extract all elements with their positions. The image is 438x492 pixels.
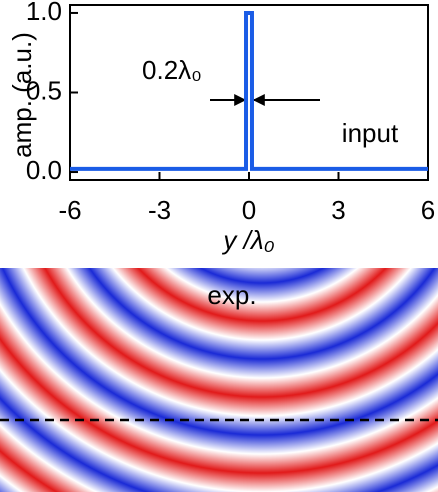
x-tick-label: 6 <box>421 195 435 225</box>
field-label: exp. <box>207 280 256 310</box>
field-panel: exp. <box>0 268 438 492</box>
field-image <box>0 268 438 492</box>
annotation: input <box>342 118 399 148</box>
x-tick-label: -3 <box>148 195 171 225</box>
x-tick-label: -6 <box>58 195 81 225</box>
x-tick-label: 0 <box>242 195 256 225</box>
x-axis-label: y /λ₀ <box>221 225 274 255</box>
annotation: 0.2λ₀ <box>142 55 202 85</box>
chart: amp. (a.u.) y /λ₀ 0.2λ₀ input 0.0 0.5 1.0 -… <box>7 0 435 255</box>
y-tick-label: 1.0 <box>26 0 62 26</box>
data-line <box>70 10 428 171</box>
y-axis-label: amp. (a.u.) <box>7 32 37 158</box>
y-tick-label: 0.5 <box>26 75 62 105</box>
plot-frame <box>69 4 429 181</box>
y-tick-label: 0.0 <box>26 155 62 185</box>
x-tick-label: 3 <box>331 195 345 225</box>
